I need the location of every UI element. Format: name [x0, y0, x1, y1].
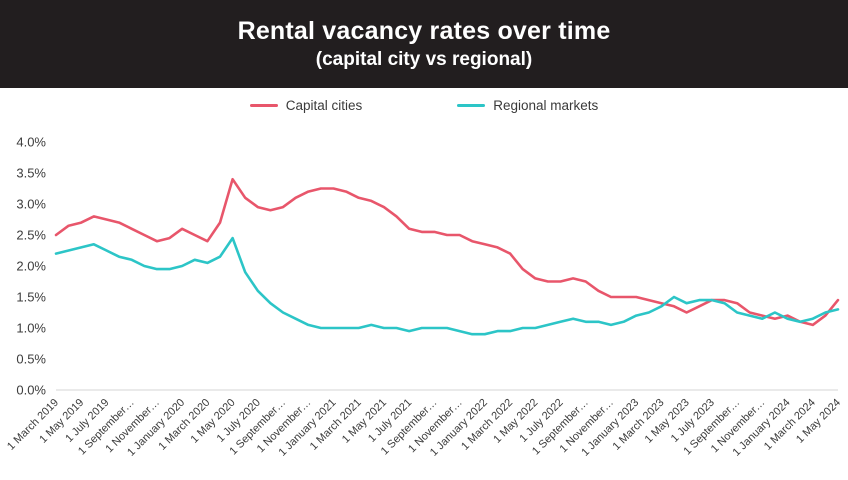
- regional-markets-line-swatch: [457, 103, 486, 107]
- y-axis-label: 4.0%: [16, 135, 46, 150]
- chart-subtitle: (capital city vs regional): [315, 48, 533, 70]
- chart-header: Rental vacancy rates over time (capital …: [0, 0, 848, 88]
- y-axis-label: 3.0%: [16, 197, 46, 212]
- legend-label: Regional markets: [493, 97, 599, 113]
- y-axis-label: 1.0%: [16, 321, 46, 336]
- y-axis-label: 0.5%: [16, 352, 46, 367]
- line-chart: 0.0%0.5%1.0%1.5%2.0%2.5%3.0%3.5%4.0%1 Ma…: [5, 135, 843, 459]
- legend-label: Capital cities: [285, 97, 363, 113]
- capital-cities-line-swatch: [249, 103, 278, 107]
- chart-legend: Capital cities Regional markets: [0, 88, 848, 122]
- y-axis-label: 2.0%: [16, 259, 46, 274]
- series-line-capital-cities: [54, 177, 840, 327]
- legend-item-regional-markets: Regional markets: [457, 98, 598, 113]
- y-axis-label: 2.5%: [16, 228, 46, 243]
- y-axis-label: 1.5%: [16, 290, 46, 305]
- y-axis-label: 0.0%: [16, 383, 46, 398]
- series-line-regional-markets: [54, 236, 840, 336]
- legend-item-capital-cities: Capital cities: [249, 97, 363, 113]
- y-axis-label: 3.5%: [16, 166, 46, 181]
- chart-title: Rental vacancy rates over time: [237, 16, 611, 45]
